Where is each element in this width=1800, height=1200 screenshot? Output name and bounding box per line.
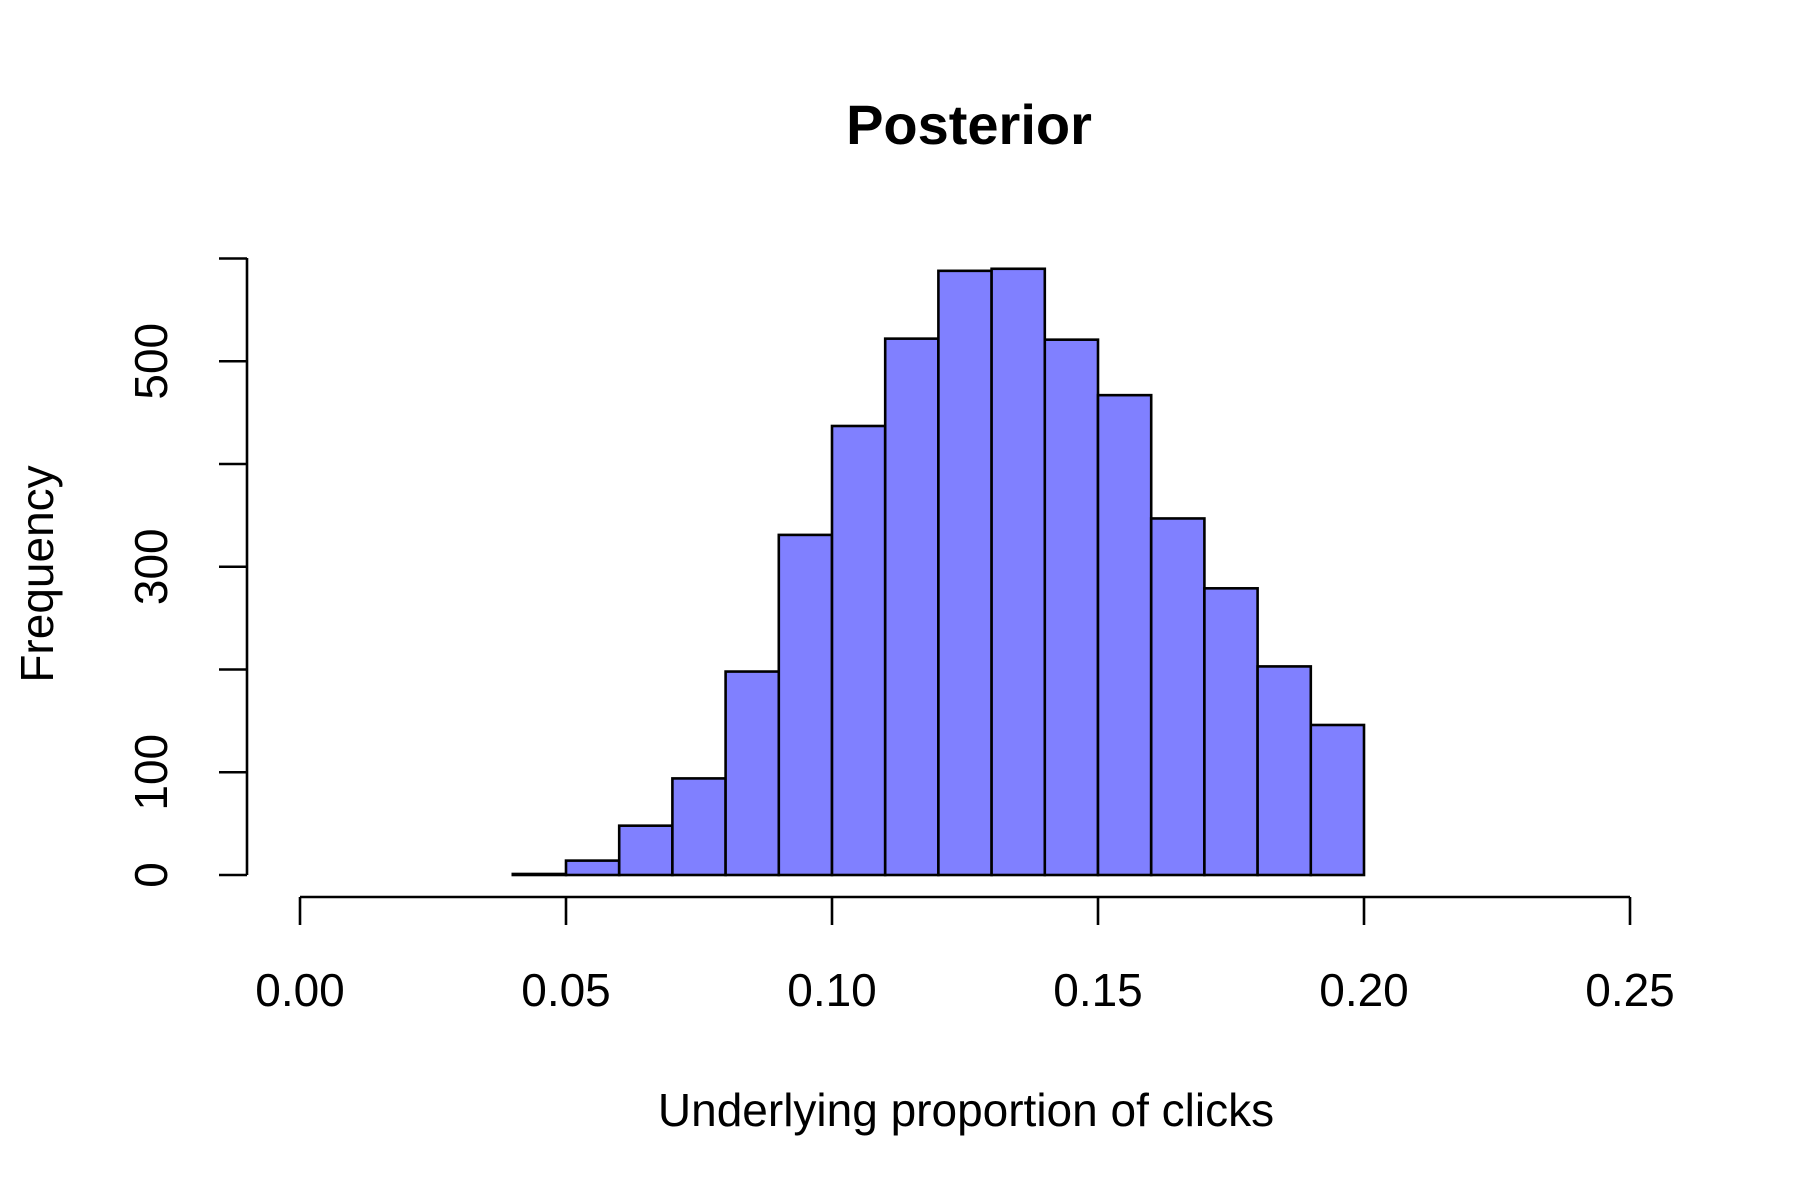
histogram-bars — [511, 267, 1366, 877]
chart-title: Posterior — [846, 93, 1092, 156]
y-tick-label: 300 — [125, 528, 177, 605]
x-axis-ticks: 0.00 0.05 0.10 0.15 0.20 0.25 — [255, 897, 1675, 1016]
histogram-bar — [937, 269, 993, 877]
x-axis-label: Underlying proportion of clicks — [658, 1084, 1274, 1136]
histogram-bar — [724, 670, 781, 877]
y-tick-label: 500 — [125, 323, 177, 400]
x-tick-label: 0.15 — [1053, 964, 1143, 1016]
histogram-bar — [1149, 517, 1206, 877]
histogram-bar — [990, 267, 1047, 877]
histogram-bar — [1043, 338, 1100, 877]
x-tick-label: 0.05 — [521, 964, 611, 1016]
histogram-bar — [830, 424, 887, 877]
histogram-bar — [564, 859, 621, 877]
y-axis-ticks: 0 100 300 500 — [125, 257, 247, 888]
histogram-bar — [1256, 665, 1313, 877]
x-tick-label: 0.00 — [255, 964, 345, 1016]
histogram-bar — [511, 872, 568, 877]
histogram-bar — [1203, 587, 1259, 877]
histogram-bar — [777, 533, 834, 877]
x-tick-label: 0.20 — [1319, 964, 1409, 1016]
histogram-bar — [1096, 393, 1153, 877]
histogram-bar — [671, 777, 727, 877]
x-tick-label: 0.25 — [1585, 964, 1675, 1016]
y-tick-label: 0 — [125, 862, 177, 888]
x-tick-label: 0.10 — [787, 964, 877, 1016]
y-tick-label: 100 — [125, 734, 177, 811]
histogram-bar — [883, 337, 940, 877]
y-axis-label: Frequency — [11, 465, 63, 682]
histogram-bar — [1309, 723, 1366, 877]
histogram-bar — [617, 824, 674, 877]
